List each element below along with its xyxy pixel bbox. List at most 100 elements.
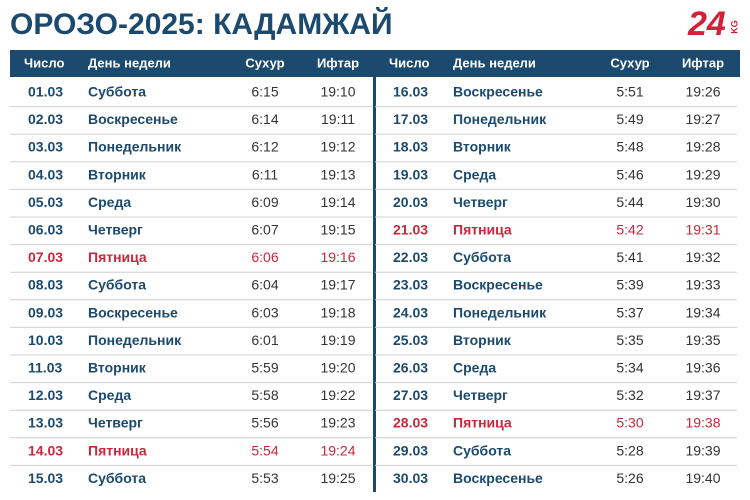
- cell-suhur: 6:12: [251, 139, 278, 155]
- column-header: Ифтар: [317, 55, 359, 70]
- cell-iftar: 19:16: [320, 249, 355, 265]
- cell-iftar: 19:24: [320, 442, 355, 458]
- cell-date: 22.03: [393, 249, 428, 265]
- cell-suhur: 5:26: [616, 470, 643, 486]
- cell-date: 06.03: [28, 222, 63, 238]
- cell-date: 18.03: [393, 139, 428, 155]
- cell-day: Суббота: [88, 470, 146, 486]
- cell-date: 12.03: [28, 387, 63, 403]
- cell-day: Четверг: [453, 387, 508, 403]
- cell-day: Воскресенье: [453, 470, 543, 486]
- column-header: Сухур: [610, 55, 649, 70]
- cell-suhur: 5:59: [251, 360, 278, 376]
- cell-suhur: 5:28: [616, 442, 643, 458]
- cell-date: 05.03: [28, 194, 63, 210]
- cell-date: 01.03: [28, 84, 63, 100]
- cell-day: Суббота: [88, 277, 146, 293]
- cell-date: 20.03: [393, 194, 428, 210]
- cell-iftar: 19:40: [685, 470, 720, 486]
- logo: 24: [687, 5, 726, 43]
- cell-date: 26.03: [393, 360, 428, 376]
- cell-date: 21.03: [393, 222, 428, 238]
- cell-suhur: 5:51: [616, 84, 643, 100]
- logo-sub: KG: [729, 20, 739, 34]
- cell-iftar: 19:15: [320, 222, 355, 238]
- title: ОРОЗО-2025: КАДАМЖАЙ: [10, 7, 393, 41]
- cell-date: 08.03: [28, 277, 63, 293]
- column-header: День недели: [88, 55, 171, 70]
- cell-iftar: 19:32: [685, 249, 720, 265]
- cell-day: Вторник: [88, 166, 147, 182]
- cell-date: 03.03: [28, 139, 63, 155]
- cell-suhur: 5:39: [616, 277, 643, 293]
- cell-iftar: 19:39: [685, 442, 720, 458]
- cell-suhur: 5:46: [616, 166, 643, 182]
- cell-iftar: 19:10: [320, 84, 355, 100]
- cell-day: Понедельник: [88, 139, 182, 155]
- cell-day: Пятница: [453, 222, 512, 238]
- cell-day: Суббота: [453, 442, 511, 458]
- cell-day: Понедельник: [88, 332, 182, 348]
- cell-iftar: 19:30: [685, 194, 720, 210]
- cell-suhur: 5:58: [251, 387, 278, 403]
- cell-iftar: 19:11: [321, 111, 355, 127]
- cell-date: 13.03: [28, 415, 63, 431]
- column-header: Число: [389, 55, 429, 70]
- cell-day: Четверг: [88, 415, 143, 431]
- cell-iftar: 19:34: [685, 304, 720, 320]
- cell-iftar: 19:36: [685, 360, 720, 376]
- cell-date: 27.03: [393, 387, 428, 403]
- cell-suhur: 5:44: [616, 194, 643, 210]
- cell-suhur: 5:30: [616, 415, 643, 431]
- cell-day: Четверг: [88, 222, 143, 238]
- column-header: Сухур: [245, 55, 284, 70]
- cell-date: 17.03: [393, 111, 428, 127]
- cell-day: Суббота: [88, 84, 146, 100]
- cell-suhur: 6:04: [251, 277, 278, 293]
- cell-day: Вторник: [453, 139, 512, 155]
- cell-suhur: 5:49: [616, 111, 643, 127]
- cell-date: 14.03: [28, 442, 63, 458]
- cell-suhur: 6:15: [251, 84, 278, 100]
- cell-iftar: 19:27: [685, 111, 720, 127]
- cell-iftar: 19:29: [685, 166, 720, 182]
- cell-iftar: 19:37: [685, 387, 720, 403]
- cell-iftar: 19:31: [685, 222, 720, 238]
- cell-iftar: 19:19: [320, 332, 355, 348]
- cell-suhur: 5:48: [616, 139, 643, 155]
- cell-suhur: 5:56: [251, 415, 278, 431]
- cell-day: Понедельник: [453, 111, 547, 127]
- cell-day: Воскресенье: [88, 111, 178, 127]
- cell-day: Вторник: [453, 332, 512, 348]
- cell-date: 15.03: [28, 470, 63, 486]
- cell-day: Пятница: [88, 249, 147, 265]
- cell-date: 02.03: [28, 111, 63, 127]
- cell-day: Понедельник: [453, 304, 547, 320]
- cell-iftar: 19:38: [685, 415, 720, 431]
- cell-date: 09.03: [28, 304, 63, 320]
- cell-iftar: 19:35: [685, 332, 720, 348]
- cell-iftar: 19:33: [685, 277, 720, 293]
- divider: [373, 50, 376, 492]
- cell-date: 10.03: [28, 332, 63, 348]
- cell-suhur: 5:54: [251, 442, 278, 458]
- cell-suhur: 5:37: [616, 304, 643, 320]
- column-header: Число: [24, 55, 64, 70]
- cell-date: 16.03: [393, 84, 428, 100]
- cell-suhur: 5:42: [616, 222, 643, 238]
- cell-suhur: 6:09: [251, 194, 278, 210]
- cell-date: 24.03: [393, 304, 428, 320]
- cell-day: Воскресенье: [453, 84, 543, 100]
- cell-suhur: 5:41: [616, 249, 643, 265]
- cell-date: 30.03: [393, 470, 428, 486]
- cell-day: Среда: [88, 194, 131, 210]
- cell-day: Среда: [88, 387, 131, 403]
- cell-day: Воскресенье: [88, 304, 178, 320]
- cell-date: 07.03: [28, 249, 63, 265]
- cell-date: 11.03: [28, 360, 62, 376]
- cell-iftar: 19:20: [320, 360, 355, 376]
- cell-suhur: 5:32: [616, 387, 643, 403]
- cell-day: Пятница: [88, 442, 147, 458]
- cell-date: 04.03: [28, 166, 63, 182]
